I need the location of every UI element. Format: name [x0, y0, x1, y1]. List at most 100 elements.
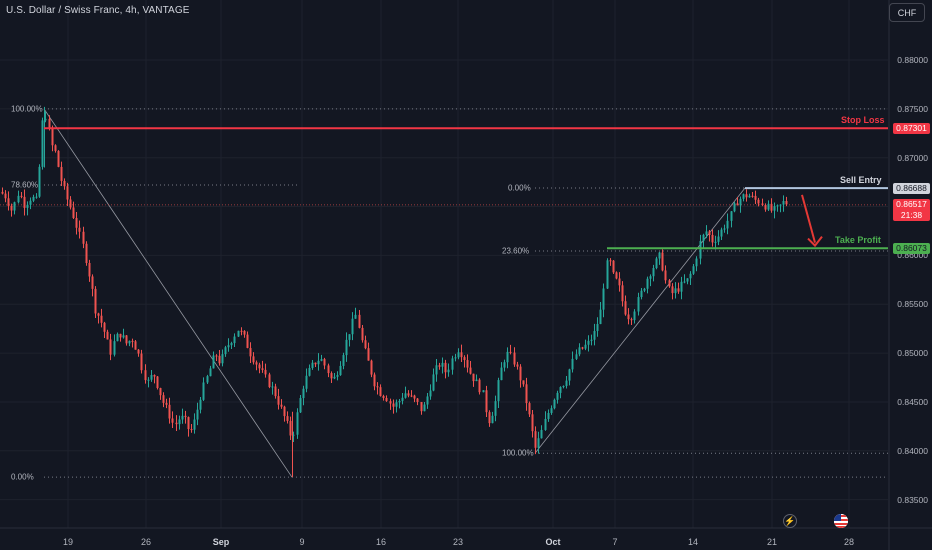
candle-bear	[761, 203, 764, 206]
time-tick-label: 14	[687, 537, 699, 547]
lightning-icon[interactable]: ⚡	[783, 514, 797, 528]
candle-bear	[140, 353, 143, 371]
candle-bear	[165, 402, 168, 405]
candle-bull	[113, 341, 116, 355]
candle-bear	[156, 376, 159, 389]
candle-bull	[311, 362, 314, 368]
candle-bear	[100, 315, 103, 323]
candle-bear	[125, 335, 128, 344]
candle-bear	[240, 330, 243, 332]
candle-bear	[168, 404, 171, 419]
candle-bull	[733, 203, 736, 212]
candle-bull	[720, 229, 723, 237]
fib-left-0-label: 0.00%	[11, 472, 34, 482]
candle-bull	[38, 166, 41, 197]
candle-bull	[26, 204, 29, 208]
candle-bull	[540, 429, 543, 439]
candle-bear	[392, 403, 395, 407]
candle-bull	[395, 402, 398, 407]
candle-bull	[227, 345, 230, 348]
time-tick-label: 21	[766, 537, 778, 547]
candle-bear	[72, 207, 75, 218]
candle-bull	[599, 309, 602, 325]
candle-bull	[500, 367, 503, 381]
candle-bull	[547, 412, 550, 419]
candle-bull	[457, 352, 460, 358]
candle-bull	[150, 375, 153, 380]
candle-bull	[562, 385, 565, 388]
candle-bull	[308, 367, 311, 376]
current-price-value: 0.86517	[896, 199, 927, 210]
candle-bear	[106, 331, 109, 340]
flag-us-icon[interactable]	[834, 514, 848, 528]
candle-bull	[237, 330, 240, 337]
candle-bull	[695, 258, 698, 267]
candle-bull	[742, 194, 745, 199]
sell-entry-label: Sell Entry	[840, 175, 882, 186]
candle-bear	[382, 395, 385, 398]
fib-right-trendline	[534, 187, 746, 454]
candle-bear	[736, 203, 739, 206]
candle-bear	[367, 348, 370, 361]
price-tick-label: 0.83500	[897, 494, 928, 505]
candle-bear	[389, 401, 392, 404]
candle-bear	[630, 319, 633, 321]
candle-bear	[745, 194, 748, 198]
candle-bull	[506, 351, 509, 363]
candle-bull	[441, 362, 444, 367]
candle-bull	[351, 318, 354, 335]
candle-bull	[41, 120, 44, 167]
candle-bear	[153, 375, 156, 377]
candle-bear	[1, 191, 4, 194]
candle-bear	[277, 396, 280, 405]
candle-bull	[575, 354, 578, 359]
candle-bull	[705, 231, 708, 235]
candle-bear	[134, 341, 137, 350]
candle-bear	[255, 362, 258, 365]
candle-bull	[658, 252, 661, 259]
candle-bear	[519, 366, 522, 381]
candle-bear	[463, 357, 466, 361]
candle-bull	[544, 418, 547, 430]
overlays	[44, 127, 888, 250]
candle-bull	[494, 401, 497, 416]
candle-bear	[218, 355, 221, 364]
candle-bull	[717, 236, 720, 242]
candle-bear	[373, 374, 376, 387]
candle-bull	[271, 386, 274, 388]
candle-bear	[708, 231, 711, 235]
candle-bear	[274, 386, 277, 397]
candle-bear	[162, 395, 165, 403]
candle-bull	[578, 347, 581, 355]
candle-bull	[29, 200, 32, 205]
candle-bull	[637, 297, 640, 312]
candle-bull	[776, 205, 779, 207]
candle-bull	[199, 399, 202, 410]
price-tick-label: 0.86000	[897, 250, 928, 261]
candle-bear	[677, 288, 680, 292]
candle-bull	[482, 390, 485, 393]
candle-bull	[302, 388, 305, 399]
candle-bear	[361, 327, 364, 341]
stop-loss-label: Stop Loss	[841, 115, 885, 126]
candle-bear	[252, 356, 255, 363]
candle-bear	[78, 227, 81, 232]
candle-bull	[723, 228, 726, 230]
candle-bear	[370, 360, 373, 375]
candle-bear	[438, 365, 441, 367]
bar-countdown: 21:38	[900, 210, 923, 221]
take-profit-label: Take Profit	[835, 235, 881, 246]
candle-bear	[23, 196, 26, 208]
candle-bear	[621, 285, 624, 302]
candle-bull	[726, 220, 729, 229]
time-tick-label: 26	[140, 537, 152, 547]
candle-bear	[671, 286, 674, 294]
candle-bear	[376, 386, 379, 388]
candle-bull	[584, 344, 587, 349]
candle-bull	[435, 365, 438, 375]
candle-bear	[137, 349, 140, 354]
currency-button[interactable]: CHF	[889, 3, 925, 22]
candle-bull	[655, 258, 658, 269]
candle-bull	[568, 369, 571, 381]
